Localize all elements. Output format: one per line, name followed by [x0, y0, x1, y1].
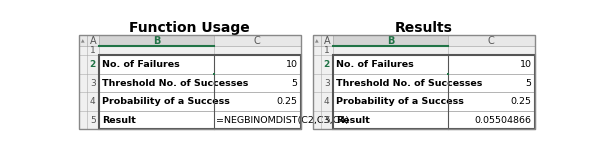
Bar — [448, 46, 535, 55]
Bar — [333, 55, 448, 74]
Bar — [448, 111, 535, 129]
Text: 3: 3 — [324, 79, 330, 87]
Text: 1: 1 — [324, 46, 330, 55]
Bar — [99, 55, 301, 129]
Text: 10: 10 — [520, 60, 532, 69]
Bar — [448, 92, 535, 111]
Bar — [333, 111, 448, 129]
Bar — [320, 35, 333, 46]
Bar — [448, 35, 535, 46]
Text: 5: 5 — [526, 79, 532, 87]
Text: B: B — [387, 36, 394, 46]
Text: 0.05504866: 0.05504866 — [475, 116, 532, 124]
Text: 1: 1 — [90, 46, 96, 55]
Bar — [313, 74, 320, 92]
Text: 5: 5 — [324, 116, 330, 124]
Bar — [313, 35, 320, 46]
Bar — [79, 35, 301, 129]
Bar — [320, 55, 333, 74]
Bar — [86, 55, 99, 74]
Text: Result: Result — [336, 116, 370, 124]
Bar — [333, 55, 535, 129]
Bar — [99, 74, 214, 92]
Text: 0.25: 0.25 — [277, 97, 298, 106]
Bar — [333, 92, 448, 111]
Bar — [448, 55, 535, 74]
Text: Probability of a Success: Probability of a Success — [336, 97, 464, 106]
Bar — [214, 92, 301, 111]
Bar — [99, 92, 214, 111]
Bar — [214, 46, 301, 55]
Text: Threshold No. of Successes: Threshold No. of Successes — [336, 79, 482, 87]
Polygon shape — [81, 39, 85, 43]
Bar — [446, 73, 449, 75]
Bar — [79, 46, 86, 55]
Text: Threshold No. of Successes: Threshold No. of Successes — [102, 79, 248, 87]
Bar — [313, 92, 320, 111]
Text: A: A — [89, 36, 96, 46]
Bar — [313, 35, 535, 129]
Text: C: C — [488, 36, 494, 46]
Bar — [320, 74, 333, 92]
Text: =NEGBINOMDIST(C2,C3,C4): =NEGBINOMDIST(C2,C3,C4) — [216, 116, 349, 124]
Text: Results: Results — [395, 21, 452, 35]
Text: A: A — [323, 36, 330, 46]
Bar — [333, 46, 448, 55]
Text: Result: Result — [102, 116, 136, 124]
Text: No. of Failures: No. of Failures — [102, 60, 180, 69]
Text: 10: 10 — [286, 60, 298, 69]
Bar — [86, 92, 99, 111]
Bar — [99, 55, 214, 74]
Bar — [320, 111, 333, 129]
Bar — [79, 35, 86, 46]
Text: No. of Failures: No. of Failures — [336, 60, 414, 69]
Bar — [214, 111, 301, 129]
Bar — [313, 111, 320, 129]
Bar — [313, 46, 320, 55]
Text: B: B — [152, 36, 160, 46]
Bar — [79, 111, 86, 129]
Bar — [313, 55, 320, 74]
Text: 3: 3 — [90, 79, 96, 87]
Bar — [333, 35, 448, 46]
Text: 5: 5 — [292, 79, 298, 87]
Text: C: C — [254, 36, 260, 46]
Bar — [86, 46, 99, 55]
Polygon shape — [315, 39, 319, 43]
Bar — [320, 46, 333, 55]
Bar — [79, 74, 86, 92]
Bar — [99, 46, 214, 55]
Bar — [86, 111, 99, 129]
Bar — [214, 55, 301, 74]
Bar — [320, 92, 333, 111]
Bar — [212, 73, 215, 75]
Bar — [79, 92, 86, 111]
Bar — [214, 74, 301, 92]
Text: Probability of a Success: Probability of a Success — [102, 97, 230, 106]
Text: 0.25: 0.25 — [511, 97, 532, 106]
Bar — [333, 74, 448, 92]
Text: 5: 5 — [90, 116, 96, 124]
Bar — [214, 35, 301, 46]
Bar — [99, 111, 214, 129]
Text: 2: 2 — [324, 60, 330, 69]
Bar — [86, 35, 99, 46]
Bar — [79, 55, 86, 74]
Text: 4: 4 — [90, 97, 95, 106]
Text: Function Usage: Function Usage — [130, 21, 250, 35]
Bar — [448, 74, 535, 92]
Text: 4: 4 — [324, 97, 329, 106]
Text: 2: 2 — [90, 60, 96, 69]
Bar — [86, 74, 99, 92]
Bar — [99, 35, 214, 46]
